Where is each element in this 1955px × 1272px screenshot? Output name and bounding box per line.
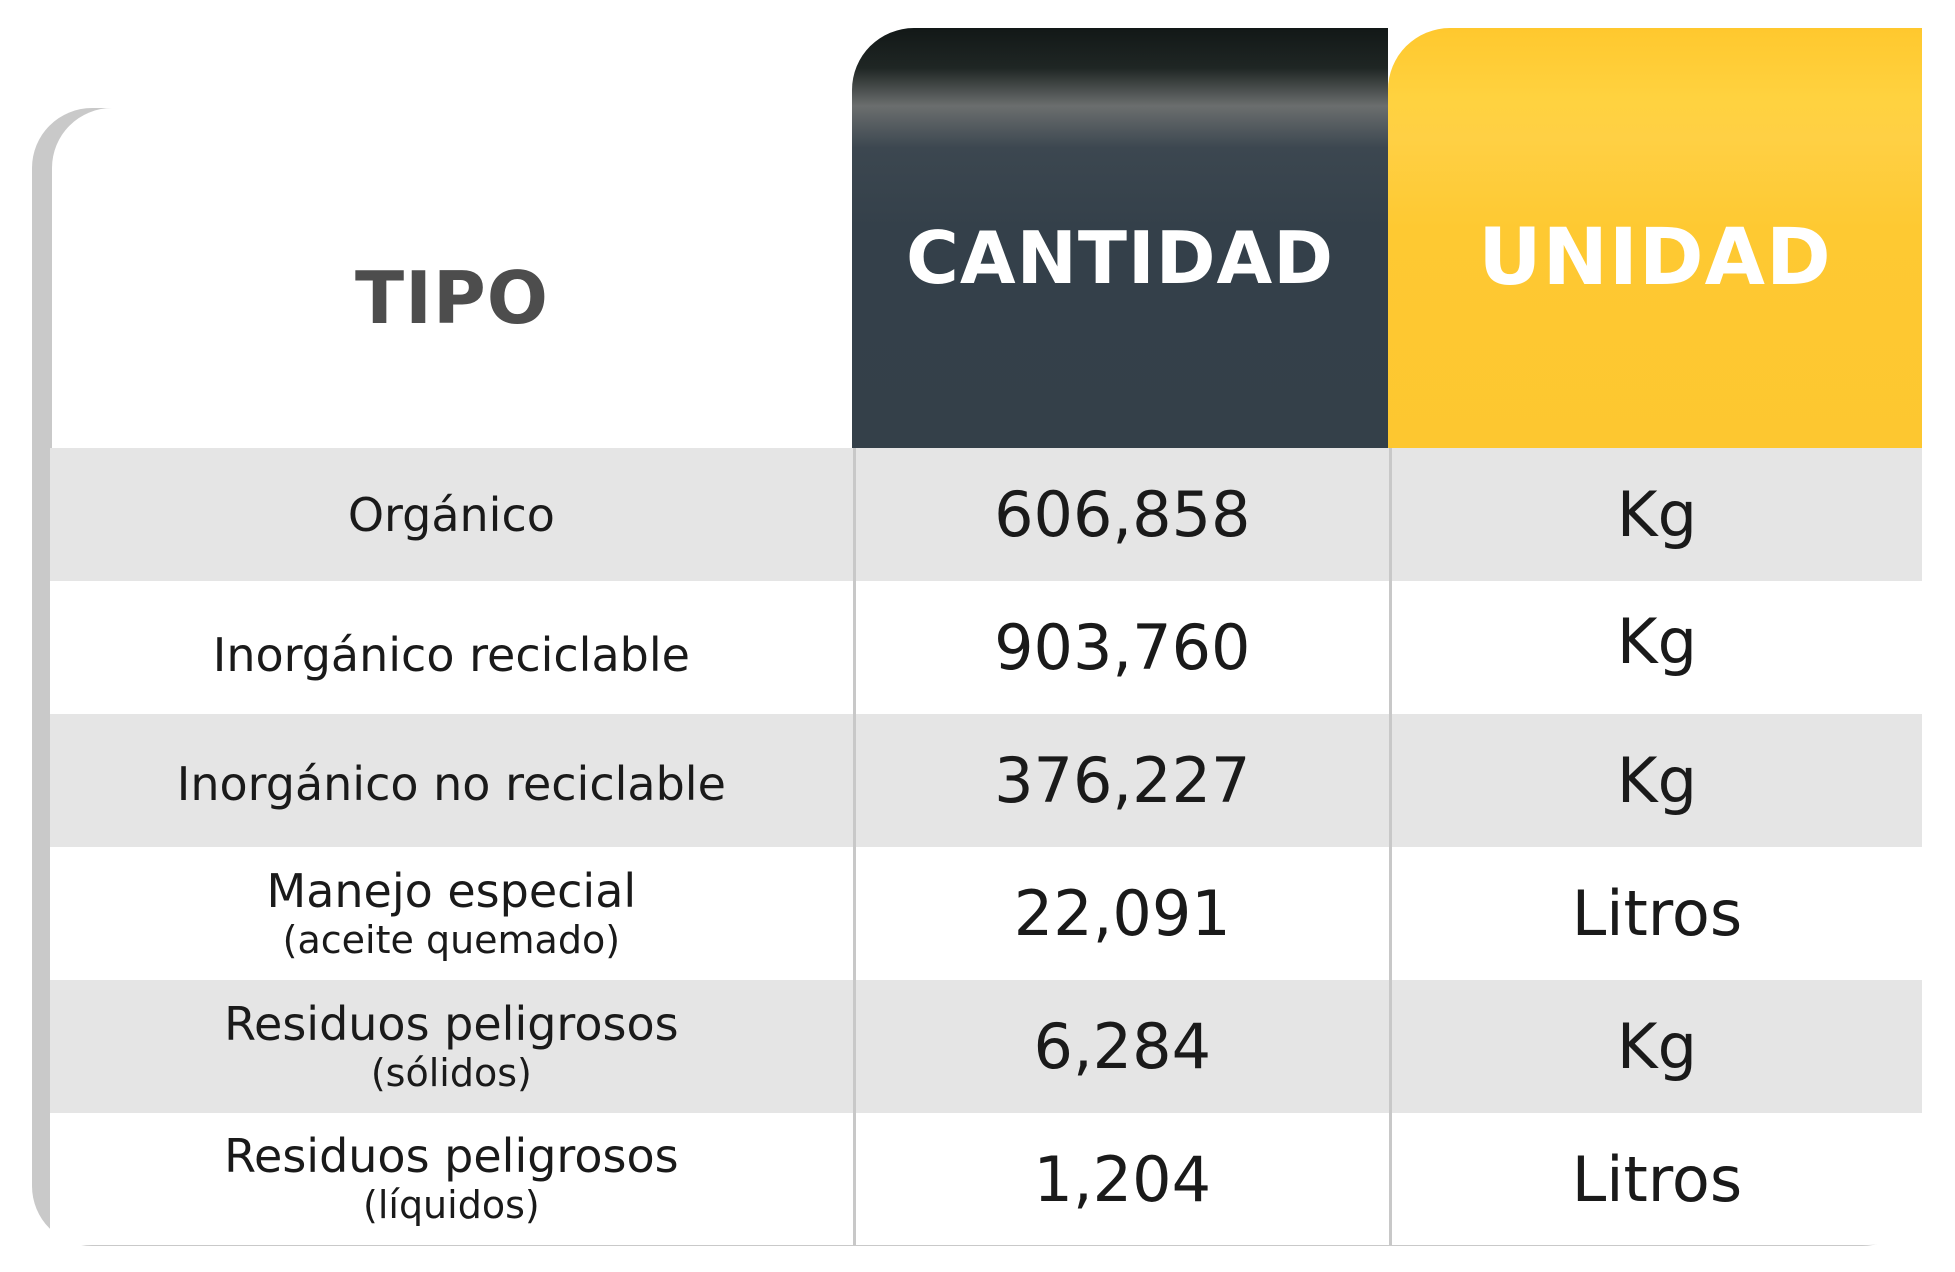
table-body: Orgánico 606,858 Kg Inorgánico reciclabl… — [50, 448, 1922, 1245]
tipo-label: Residuos peligrosos — [224, 996, 679, 1051]
cantidad-cell: 606,858 — [852, 448, 1389, 581]
tipo-cell: Orgánico — [50, 448, 853, 581]
tipo-cell: Inorgánico no reciclable — [50, 714, 853, 847]
cantidad-cell: 1,204 — [852, 1113, 1389, 1245]
header-tipo-label: TIPO — [355, 256, 549, 340]
unidad-cell: Kg — [1388, 714, 1922, 847]
tipo-cell: Residuos peligrosos (líquidos) — [50, 1113, 853, 1245]
table-row: Inorgánico reciclable 903,760 Kg — [50, 581, 1922, 714]
tipo-cell: Inorgánico reciclable — [50, 581, 853, 714]
tipo-label: Inorgánico no reciclable — [176, 756, 726, 811]
table-row: Inorgánico no reciclable 376,227 Kg — [50, 714, 1922, 847]
table-row: Residuos peligrosos (sólidos) 6,284 Kg — [50, 980, 1922, 1113]
tipo-cell: Manejo especial (aceite quemado) — [50, 847, 853, 980]
tipo-label: Residuos peligrosos — [224, 1129, 679, 1183]
unidad-cell: Kg — [1388, 980, 1922, 1113]
cantidad-cell: 903,760 — [852, 581, 1389, 714]
tipo-label: Inorgánico reciclable — [212, 627, 690, 682]
header-unidad: UNIDAD — [1388, 28, 1922, 448]
header-cantidad-label: CANTIDAD — [906, 216, 1334, 300]
unidad-cell: Kg — [1388, 448, 1922, 581]
table-row: Manejo especial (aceite quemado) 22,091 … — [50, 847, 1922, 980]
tipo-sublabel: (sólidos) — [370, 1050, 532, 1095]
header-unidad-label: UNIDAD — [1478, 213, 1832, 303]
cantidad-cell: 22,091 — [852, 847, 1389, 980]
unidad-cell: Litros — [1388, 847, 1922, 980]
tipo-label: Orgánico — [347, 487, 555, 542]
tipo-cell: Residuos peligrosos (sólidos) — [50, 980, 853, 1113]
table-row: Orgánico 606,858 Kg — [50, 448, 1922, 581]
header-cantidad: CANTIDAD — [852, 28, 1388, 448]
table-row: Residuos peligrosos (líquidos) 1,204 Lit… — [50, 1113, 1922, 1245]
unidad-cell: Kg — [1388, 581, 1922, 714]
tipo-sublabel: (líquidos) — [363, 1183, 540, 1227]
header-tipo: TIPO — [52, 108, 852, 448]
tipo-sublabel: (aceite quemado) — [282, 917, 621, 962]
unidad-cell: Litros — [1388, 1113, 1922, 1245]
tipo-label: Manejo especial — [266, 863, 637, 918]
cantidad-cell: 376,227 — [852, 714, 1389, 847]
cantidad-cell: 6,284 — [852, 980, 1389, 1113]
